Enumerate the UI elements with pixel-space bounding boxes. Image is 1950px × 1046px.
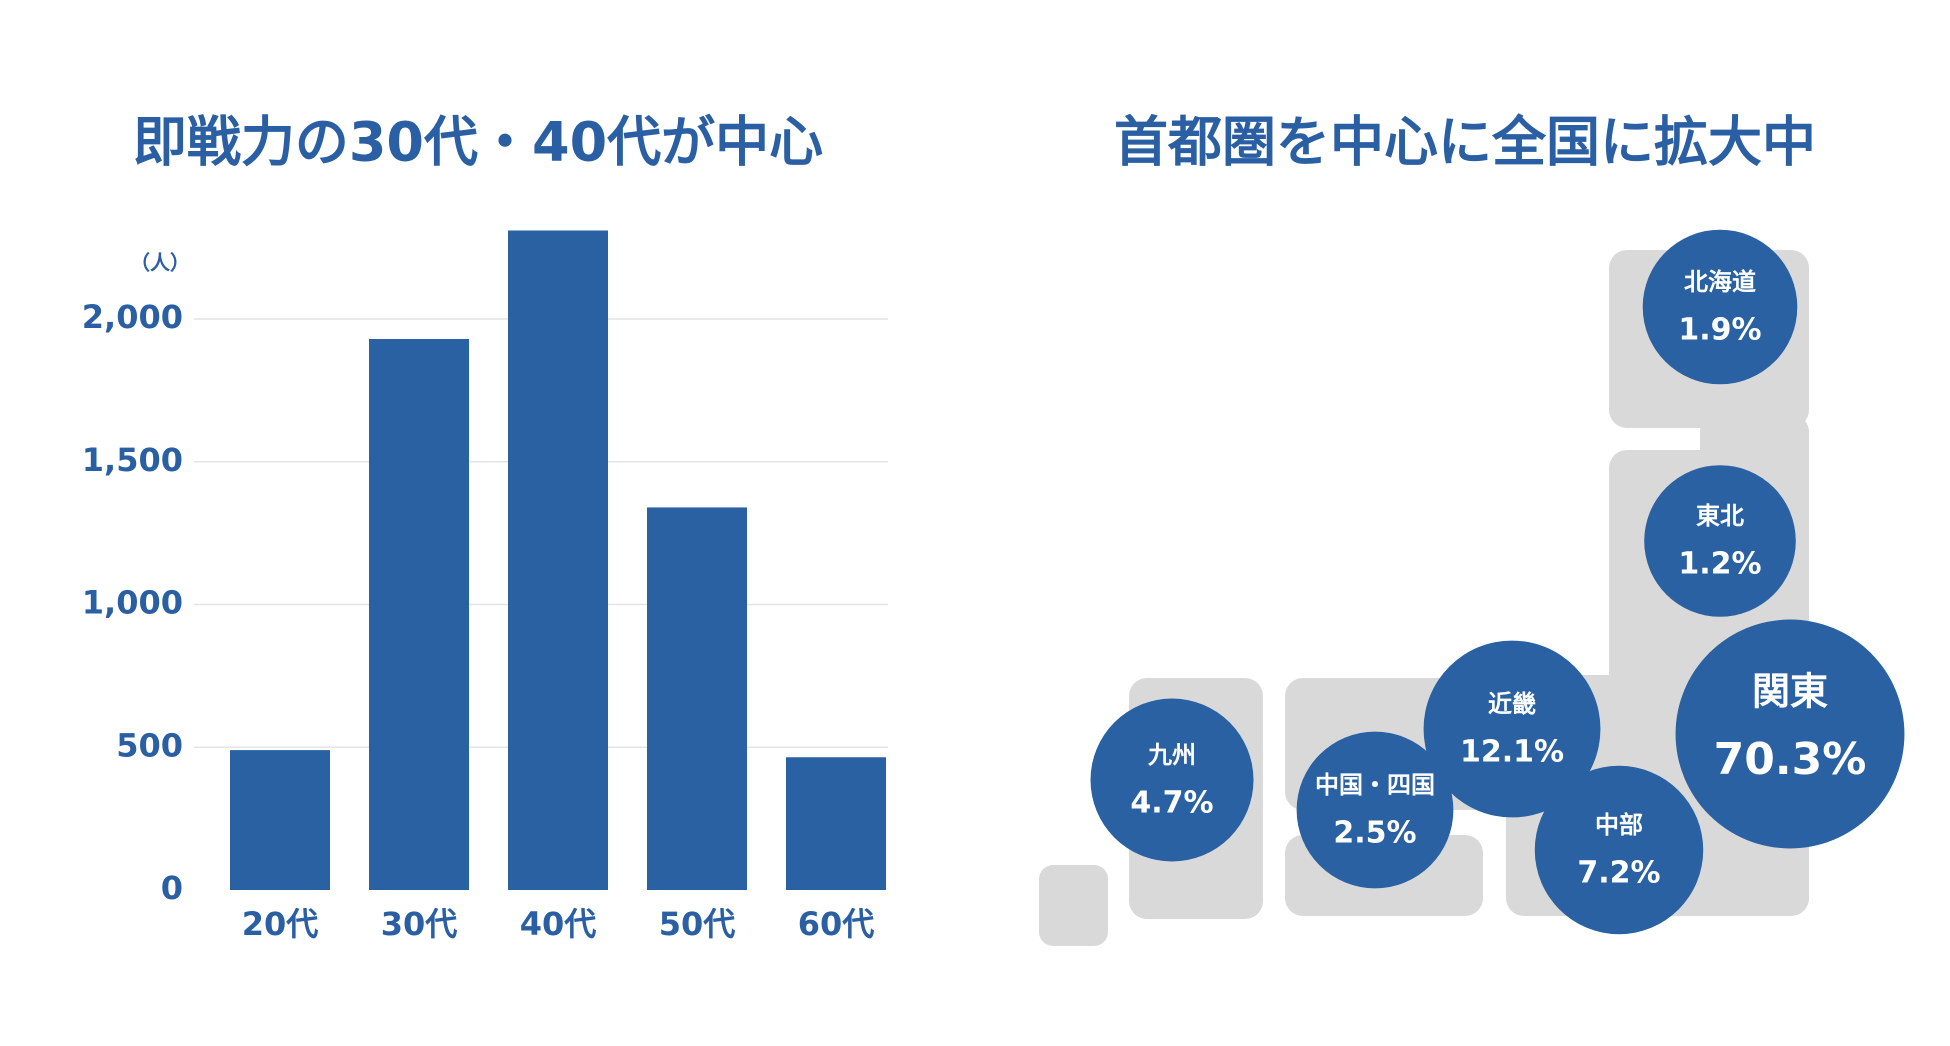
bubble xyxy=(1423,640,1601,818)
bubble-name: 九州 xyxy=(1147,741,1196,769)
y-tick-label: 1,500 xyxy=(82,441,183,479)
bar xyxy=(647,507,747,890)
x-tick-label: 60代 xyxy=(798,905,875,943)
x-tick-label: 20代 xyxy=(242,905,319,943)
bubble-name: 中部 xyxy=(1595,811,1643,839)
bubble-name: 東北 xyxy=(1696,502,1744,530)
bubble-value: 1.9% xyxy=(1678,313,1761,348)
x-tick-label: 50代 xyxy=(659,905,736,943)
bubble-value: 2.5% xyxy=(1333,816,1416,851)
bubble-value: 12.1% xyxy=(1460,735,1564,770)
y-tick-label: 2,000 xyxy=(82,298,183,336)
bubble-value: 7.2% xyxy=(1577,856,1660,891)
chart-title: 即戦力の30代・40代が中心 xyxy=(133,111,823,174)
bar xyxy=(786,757,886,890)
bubble xyxy=(1296,731,1454,889)
bubble-name: 近畿 xyxy=(1488,690,1536,718)
bubble xyxy=(1675,619,1905,849)
bubble-name: 中国・四国 xyxy=(1315,771,1435,799)
bubble-value: 70.3% xyxy=(1714,734,1867,785)
bar xyxy=(508,230,608,890)
bubble-name: 北海道 xyxy=(1684,268,1756,296)
bubble-value: 1.2% xyxy=(1678,547,1761,582)
bubble-value: 4.7% xyxy=(1130,786,1213,821)
bar xyxy=(230,750,330,890)
y-axis-unit: （人） xyxy=(130,251,190,275)
land-okinawa xyxy=(1039,865,1108,946)
y-tick-label: 0 xyxy=(161,869,183,907)
y-tick-label: 500 xyxy=(116,726,183,764)
bubble xyxy=(1534,765,1704,935)
x-tick-label: 30代 xyxy=(381,905,458,943)
bubble xyxy=(1090,698,1254,862)
bubble xyxy=(1642,229,1798,385)
bar xyxy=(369,338,469,890)
x-tick-label: 40代 xyxy=(520,905,597,943)
y-tick-label: 1,000 xyxy=(82,584,183,622)
chart-title: 首都圏を中心に全国に拡大中 xyxy=(1114,111,1816,174)
bubble xyxy=(1644,465,1796,617)
bubble-name: 関東 xyxy=(1752,670,1828,714)
